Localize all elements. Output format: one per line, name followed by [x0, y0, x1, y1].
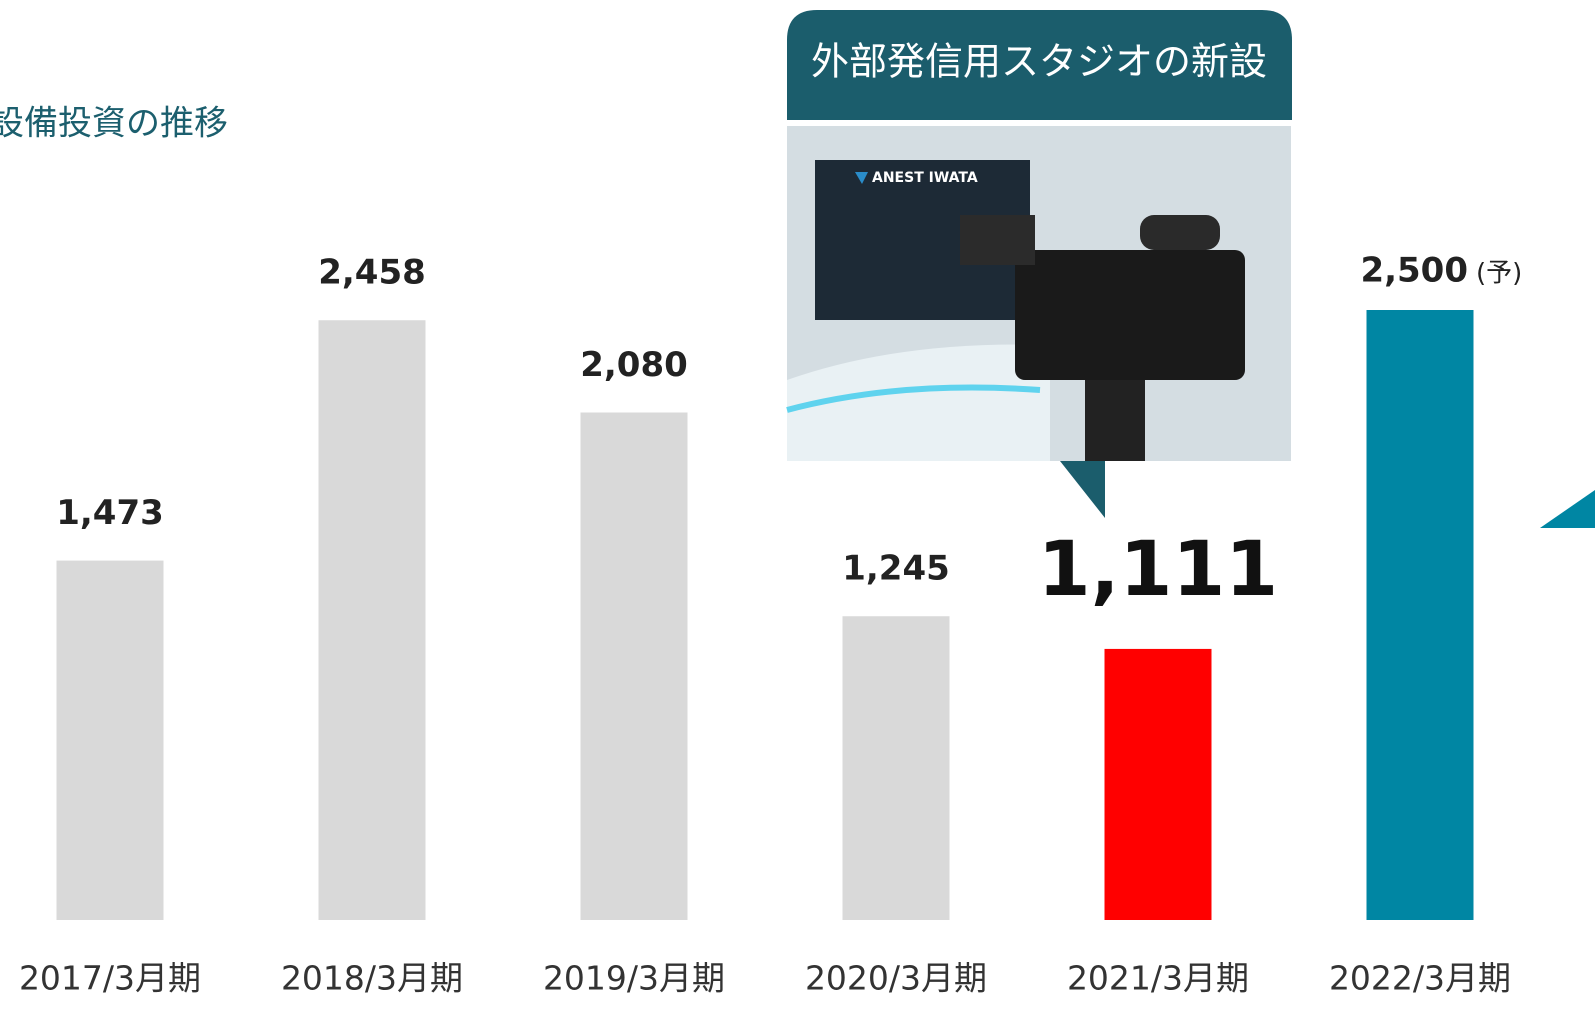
- bar: [842, 616, 950, 920]
- x-tick-label: 2019/3月期: [543, 959, 725, 998]
- photo-logo: [855, 172, 868, 184]
- bar: [580, 412, 688, 920]
- bar: [1104, 648, 1212, 920]
- callout-pointer: [1060, 461, 1105, 518]
- x-tick-label: 2022/3月期: [1329, 959, 1511, 998]
- photo-light: [786, 384, 1041, 413]
- callout-text: 外部発信用スタジオの新設: [811, 40, 1267, 84]
- photo-tripod: [1085, 380, 1145, 461]
- photo-camera: [1015, 250, 1245, 380]
- forecast-note: (予): [1476, 259, 1522, 289]
- callout-header: [787, 10, 1292, 120]
- value-label: 1,111: [1038, 524, 1278, 613]
- chart-title: 設備投資の推移: [0, 104, 228, 144]
- x-tick-label: 2018/3月期: [281, 959, 463, 998]
- callout: 外部発信用スタジオの新設 ANEST IWATA: [786, 10, 1292, 518]
- value-label: 2,458: [318, 253, 426, 293]
- x-tick-label: 2017/3月期: [19, 959, 201, 998]
- photo-mic: [1140, 215, 1220, 250]
- bar: [56, 560, 164, 920]
- photo-viewfinder: [960, 215, 1035, 265]
- x-tick-label: 2021/3月期: [1067, 959, 1249, 998]
- photo: ANEST IWATA: [786, 126, 1291, 461]
- photo-desk: [787, 344, 1050, 461]
- photo-text: ANEST IWATA: [872, 170, 978, 186]
- value-label: 1,473: [56, 493, 164, 533]
- value-label: 2,080: [580, 345, 688, 385]
- value-label: 2,500: [1360, 251, 1468, 291]
- bar: [1366, 310, 1474, 920]
- x-tick-label: 2020/3月期: [805, 959, 987, 998]
- bar: [318, 320, 426, 920]
- value-label: 1,245: [842, 549, 950, 589]
- arrow-decoration: [1540, 490, 1595, 528]
